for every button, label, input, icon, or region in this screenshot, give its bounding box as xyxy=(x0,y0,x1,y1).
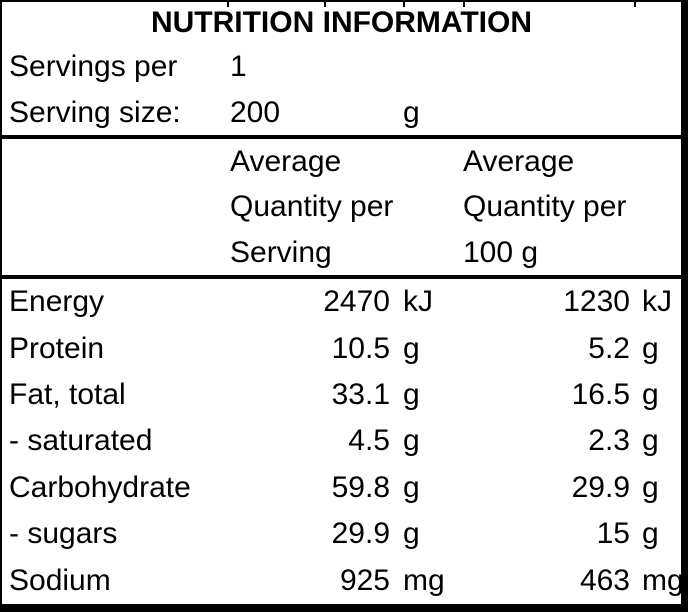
nutrient-row-saturated: - saturated 4.5 g 2.3 g xyxy=(2,418,681,464)
gridline-tick xyxy=(227,2,229,7)
qty-per-100g: 463 xyxy=(579,563,630,597)
header-line: 100 g xyxy=(463,235,539,269)
qty-per-serving: 925 xyxy=(339,563,390,597)
qty-per-serving: 4.5 xyxy=(348,424,390,458)
divider-rule-top xyxy=(2,135,681,139)
unit-per-serving: g xyxy=(403,470,420,504)
serving-size-label: Serving size: xyxy=(9,95,181,129)
column-header-per-100g: Average Quantity per 100 g xyxy=(460,139,681,275)
divider-rule-bottom xyxy=(2,275,681,279)
qty-per-100g: 15 xyxy=(596,517,630,551)
qty-per-serving: 10.5 xyxy=(331,331,390,365)
unit-per-serving: mg xyxy=(403,563,445,597)
unit-per-serving: kJ xyxy=(403,285,433,319)
servings-row: Servings per 1 xyxy=(2,44,681,90)
qty-per-serving: 59.8 xyxy=(331,470,390,504)
servings-value: 1 xyxy=(230,50,247,83)
gridline-tick xyxy=(634,2,636,7)
nutrient-name: Carbohydrate xyxy=(9,470,191,504)
nutrient-name: - saturated xyxy=(9,424,153,458)
nutrient-row-sodium: Sodium 925 mg 463 mg xyxy=(2,558,681,604)
header-line: Average xyxy=(463,145,575,179)
qty-per-100g: 16.5 xyxy=(571,378,630,412)
servings-label: Servings per xyxy=(9,50,178,83)
nutrient-row-carbohydrate: Carbohydrate 59.8 g 29.9 g xyxy=(2,465,681,511)
nutrient-name: Protein xyxy=(9,331,105,365)
unit-per-100g: g xyxy=(642,470,659,504)
unit-per-100g: mg xyxy=(642,563,684,597)
nutrient-name: - sugars xyxy=(9,517,118,551)
unit-per-serving: g xyxy=(403,517,420,551)
nutrient-table: Energy 2470 kJ 1230 kJ Protein 10.5 g 5.… xyxy=(2,279,681,604)
header-line: Quantity per xyxy=(230,190,394,224)
nutrient-name: Energy xyxy=(9,285,105,319)
unit-per-100g: g xyxy=(642,517,659,551)
header-line: Quantity per xyxy=(463,190,627,224)
serving-size-row: Serving size: 200 g xyxy=(2,90,681,135)
label-title: NUTRITION INFORMATION xyxy=(150,6,533,39)
header-line: Serving xyxy=(230,235,332,269)
unit-per-100g: g xyxy=(642,378,659,412)
unit-per-100g: kJ xyxy=(642,285,672,319)
serving-size-unit: g xyxy=(403,95,420,129)
qty-per-serving: 33.1 xyxy=(331,378,390,412)
column-header-per-serving: Average Quantity per Serving xyxy=(226,139,460,275)
nutrient-row-energy: Energy 2470 kJ 1230 kJ xyxy=(2,279,681,325)
unit-per-serving: g xyxy=(403,424,420,458)
qty-per-100g: 1230 xyxy=(563,285,630,319)
gridline-tick xyxy=(324,2,326,7)
qty-per-100g: 5.2 xyxy=(588,331,630,365)
nutrient-row-fat-total: Fat, total 33.1 g 16.5 g xyxy=(2,372,681,418)
header-line: Average xyxy=(230,145,342,179)
qty-per-100g: 2.3 xyxy=(588,424,630,458)
qty-per-serving: 2470 xyxy=(323,285,390,319)
gridline-tick xyxy=(403,2,405,7)
nutrient-name: Fat, total xyxy=(9,378,126,412)
nutrient-row-protein: Protein 10.5 g 5.2 g xyxy=(2,325,681,371)
nutrient-row-sugars: - sugars 29.9 g 15 g xyxy=(2,511,681,557)
unit-per-100g: g xyxy=(642,331,659,365)
qty-per-100g: 29.9 xyxy=(571,470,630,504)
unit-per-100g: g xyxy=(642,424,659,458)
unit-per-serving: g xyxy=(403,378,420,412)
serving-size-value: 200 xyxy=(230,95,281,129)
unit-per-serving: g xyxy=(403,331,420,365)
column-headers: Average Quantity per Serving Average Qua… xyxy=(2,139,681,275)
nutrient-name: Sodium xyxy=(9,563,111,597)
qty-per-serving: 29.9 xyxy=(331,517,390,551)
gridline-tick xyxy=(463,2,465,7)
